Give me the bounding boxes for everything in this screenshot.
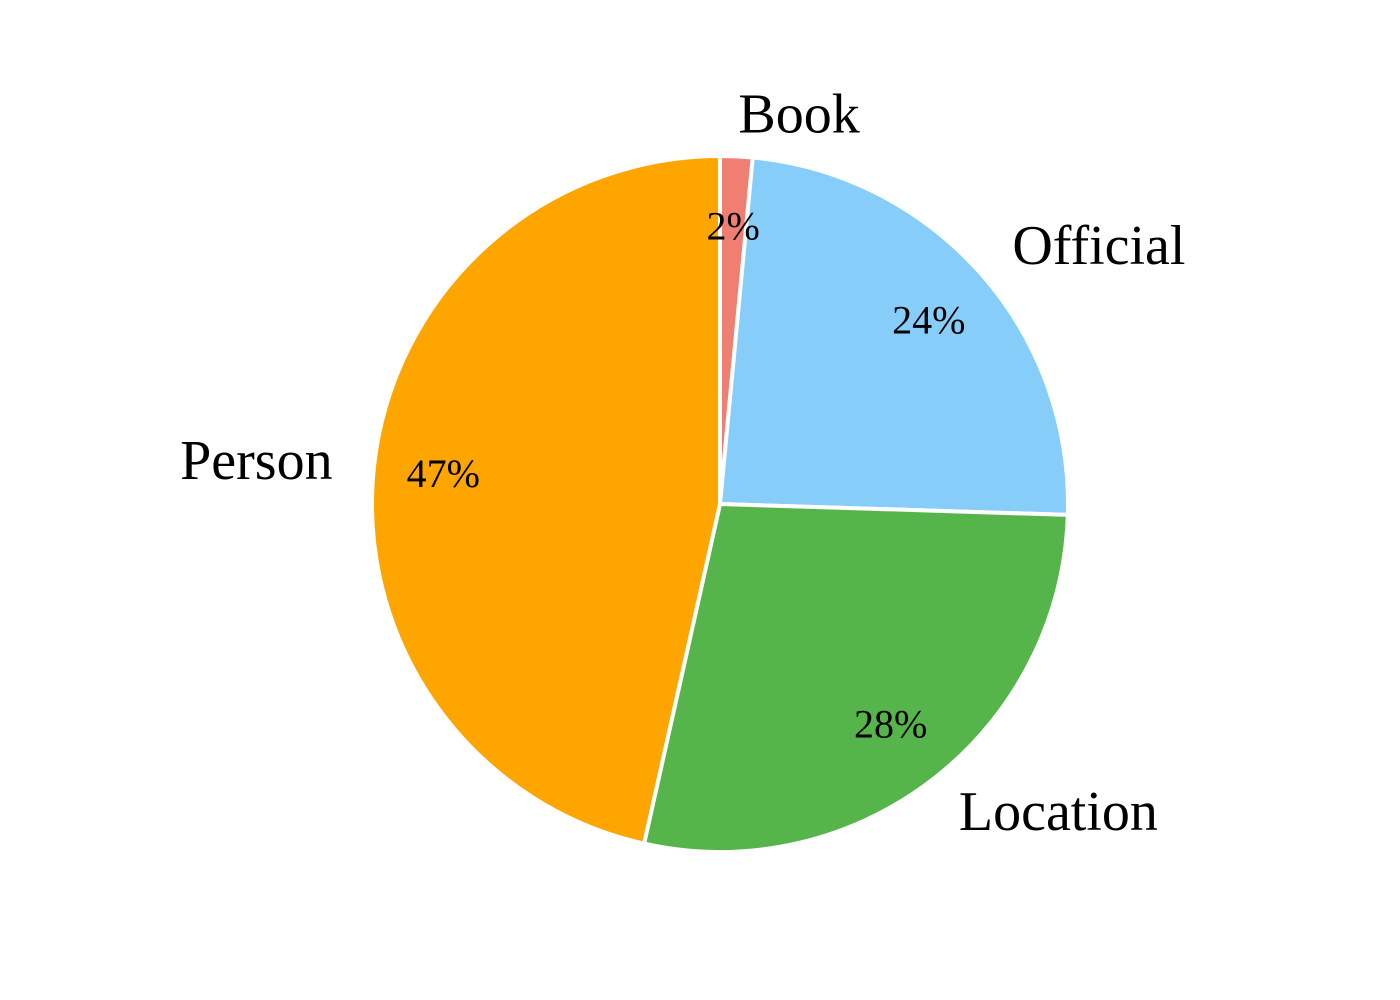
percent-label-official: 24% — [892, 297, 965, 342]
percent-label-location: 28% — [854, 701, 927, 746]
category-label-location: Location — [959, 781, 1158, 843]
category-label-person: Person — [180, 430, 332, 492]
pie-slice-person — [370, 154, 722, 846]
pie-slice-official — [718, 155, 1070, 517]
category-label-book: Book — [738, 84, 859, 146]
percent-label-person: 47% — [407, 451, 480, 496]
pie-slice-location — [642, 502, 1070, 854]
percent-label-book: 2% — [706, 203, 759, 248]
category-label-official: Official — [1012, 215, 1185, 277]
